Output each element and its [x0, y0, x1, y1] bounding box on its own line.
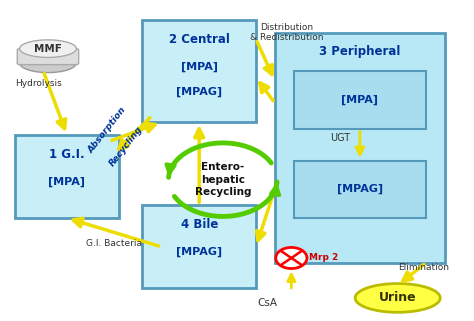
Text: Entero-
hepatic
Recycling: Entero- hepatic Recycling: [194, 162, 251, 197]
Circle shape: [276, 247, 307, 269]
FancyBboxPatch shape: [275, 33, 445, 263]
Text: 3 Peripheral: 3 Peripheral: [319, 46, 401, 58]
Text: Absorption: Absorption: [86, 105, 128, 155]
Text: 1 G.I.: 1 G.I.: [49, 148, 85, 161]
Text: [MPA]: [MPA]: [48, 177, 85, 187]
Text: 4 Bile: 4 Bile: [181, 218, 218, 231]
Text: [MPA]: [MPA]: [181, 61, 218, 72]
FancyBboxPatch shape: [17, 49, 79, 65]
Text: Recycling: Recycling: [108, 124, 145, 168]
Text: [MPAG]: [MPAG]: [337, 184, 383, 195]
Text: 2 Central: 2 Central: [169, 33, 229, 46]
Text: Urine: Urine: [379, 291, 417, 304]
FancyBboxPatch shape: [294, 160, 426, 218]
Text: Hydrolysis: Hydrolysis: [15, 79, 62, 88]
Text: G.I. Bacteria: G.I. Bacteria: [86, 239, 142, 248]
Text: MMF: MMF: [34, 44, 62, 54]
Text: UGT: UGT: [330, 133, 350, 143]
Ellipse shape: [19, 40, 76, 57]
Text: Mrp 2: Mrp 2: [310, 254, 338, 263]
Text: [MPAG]: [MPAG]: [176, 87, 222, 97]
Text: [MPA]: [MPA]: [341, 95, 378, 105]
Ellipse shape: [355, 283, 440, 312]
Text: Distribution
& Redistribution: Distribution & Redistribution: [250, 23, 323, 42]
Ellipse shape: [19, 53, 76, 73]
FancyBboxPatch shape: [143, 205, 256, 288]
Text: [MPAG]: [MPAG]: [176, 247, 222, 257]
FancyBboxPatch shape: [15, 135, 119, 218]
FancyBboxPatch shape: [294, 71, 426, 128]
Text: CsA: CsA: [258, 298, 278, 308]
Text: Elimination: Elimination: [398, 263, 449, 272]
FancyBboxPatch shape: [143, 20, 256, 122]
